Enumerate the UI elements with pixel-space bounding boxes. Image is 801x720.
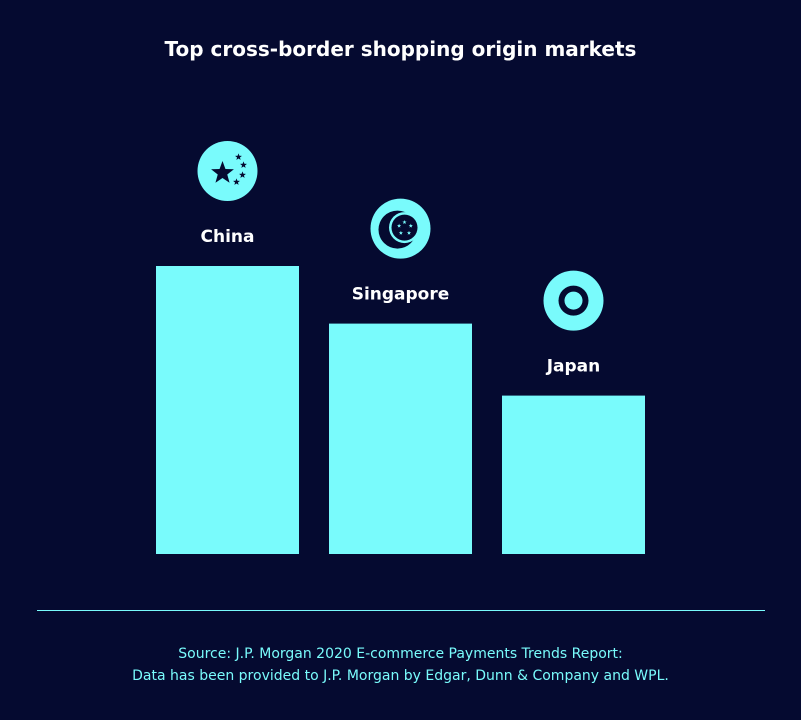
singapore-flag-icon [370,198,431,259]
source-line-1: Source: J.P. Morgan 2020 E-commerce Paym… [178,646,623,662]
japan-flag-icon [543,270,604,331]
bar-singapore [329,323,472,554]
source-line-2: Data has been provided to J.P. Morgan by… [132,668,669,684]
bar-label-singapore: Singapore [352,285,450,305]
bar-japan [502,395,645,554]
bar-label-china: China [201,227,255,247]
bar-china [156,266,299,554]
bar-label-japan: Japan [546,357,601,377]
divider [37,610,765,611]
bar-chart: China Singapore Japan [156,141,645,554]
china-flag-icon [197,141,258,201]
source-note: Source: J.P. Morgan 2020 E-commerce Paym… [0,643,801,687]
chart-title: Top cross-border shopping origin markets [164,37,637,61]
